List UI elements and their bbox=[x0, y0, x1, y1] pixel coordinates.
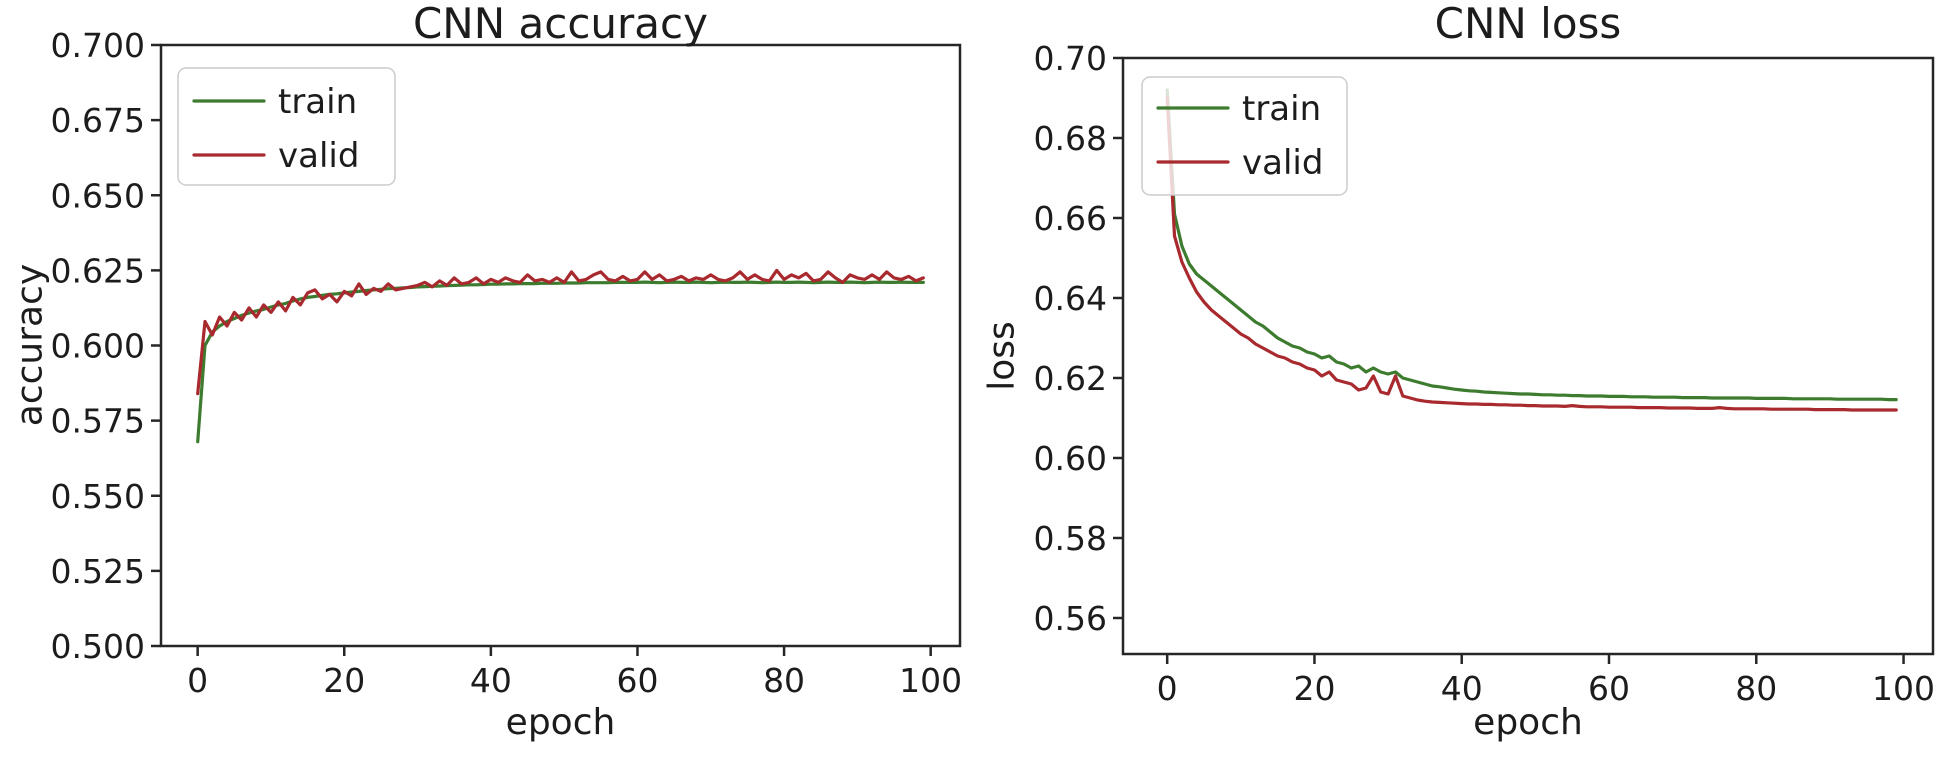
loss-x-tick-label: 80 bbox=[1735, 669, 1777, 708]
accuracy-chart-title: CNN accuracy bbox=[412, 0, 708, 48]
loss-y-tick-label: 0.64 bbox=[1034, 279, 1107, 318]
loss-y-axis-label: loss bbox=[981, 321, 1023, 391]
loss-x-tick-label: 40 bbox=[1441, 669, 1483, 708]
loss-train-line bbox=[1165, 88, 1898, 402]
accuracy-y-tick-label: 0.575 bbox=[51, 402, 145, 441]
loss-chart: 0 20 40 60 80 100 0.56 0.58 0.60 0.62 0.64 0.66 0.68… bbox=[1034, 39, 1936, 708]
loss-valid-line bbox=[1165, 96, 1898, 412]
accuracy-x-tick-label: 0 bbox=[187, 661, 208, 700]
accuracy-y-tick-label: 0.625 bbox=[51, 251, 145, 290]
accuracy-x-axis-label: epoch bbox=[505, 702, 616, 743]
accuracy-x-tick-label: 80 bbox=[763, 661, 805, 700]
accuracy-valid-line bbox=[196, 268, 925, 396]
loss-y-tick-label: 0.62 bbox=[1034, 359, 1107, 398]
loss-y-tick-label: 0.68 bbox=[1034, 119, 1107, 158]
loss-y-tick-label: 0.66 bbox=[1034, 199, 1107, 238]
loss-x-tick-label: 20 bbox=[1293, 669, 1335, 708]
accuracy-y-tick-label: 0.700 bbox=[51, 26, 145, 65]
accuracy-legend-label-valid: valid bbox=[278, 136, 359, 176]
loss-chart-title: CNN loss bbox=[1434, 0, 1622, 48]
accuracy-legend-label-train: train bbox=[278, 82, 357, 122]
accuracy-x-tick-label: 100 bbox=[899, 661, 962, 700]
loss-axes-spines bbox=[1121, 56, 1935, 656]
accuracy-y-axis-label: accuracy bbox=[9, 263, 51, 427]
accuracy-x-tick-label: 20 bbox=[323, 661, 365, 700]
loss-x-tick-label: 60 bbox=[1588, 669, 1630, 708]
accuracy-y-tick-label: 0.600 bbox=[51, 327, 145, 366]
loss-y-tick-label: 0.70 bbox=[1034, 39, 1107, 78]
accuracy-x-tick-label: 40 bbox=[470, 661, 512, 700]
accuracy-chart: 0 20 40 60 80 100 0.500 0.525 0.550 0.575 0.600 0.6… bbox=[51, 26, 963, 700]
accuracy-y-tick-label: 0.650 bbox=[51, 176, 145, 215]
accuracy-y-tick-label: 0.675 bbox=[51, 101, 145, 140]
accuracy-x-tick-label: 60 bbox=[616, 661, 658, 700]
loss-legend-label-train: train bbox=[1242, 89, 1321, 129]
loss-x-tick-label: 0 bbox=[1157, 669, 1178, 708]
loss-y-tick-label: 0.60 bbox=[1034, 439, 1107, 478]
loss-x-tick-label: 100 bbox=[1872, 669, 1935, 708]
accuracy-train-line bbox=[196, 280, 925, 444]
loss-y-tick-label: 0.58 bbox=[1034, 519, 1107, 558]
accuracy-y-tick-label: 0.500 bbox=[51, 627, 145, 666]
loss-legend-label-valid: valid bbox=[1242, 143, 1323, 183]
loss-y-tick-label: 0.56 bbox=[1034, 599, 1107, 638]
accuracy-y-tick-label: 0.525 bbox=[51, 552, 145, 591]
loss-x-axis-label: epoch bbox=[1473, 702, 1583, 743]
accuracy-y-tick-label: 0.550 bbox=[51, 477, 145, 516]
